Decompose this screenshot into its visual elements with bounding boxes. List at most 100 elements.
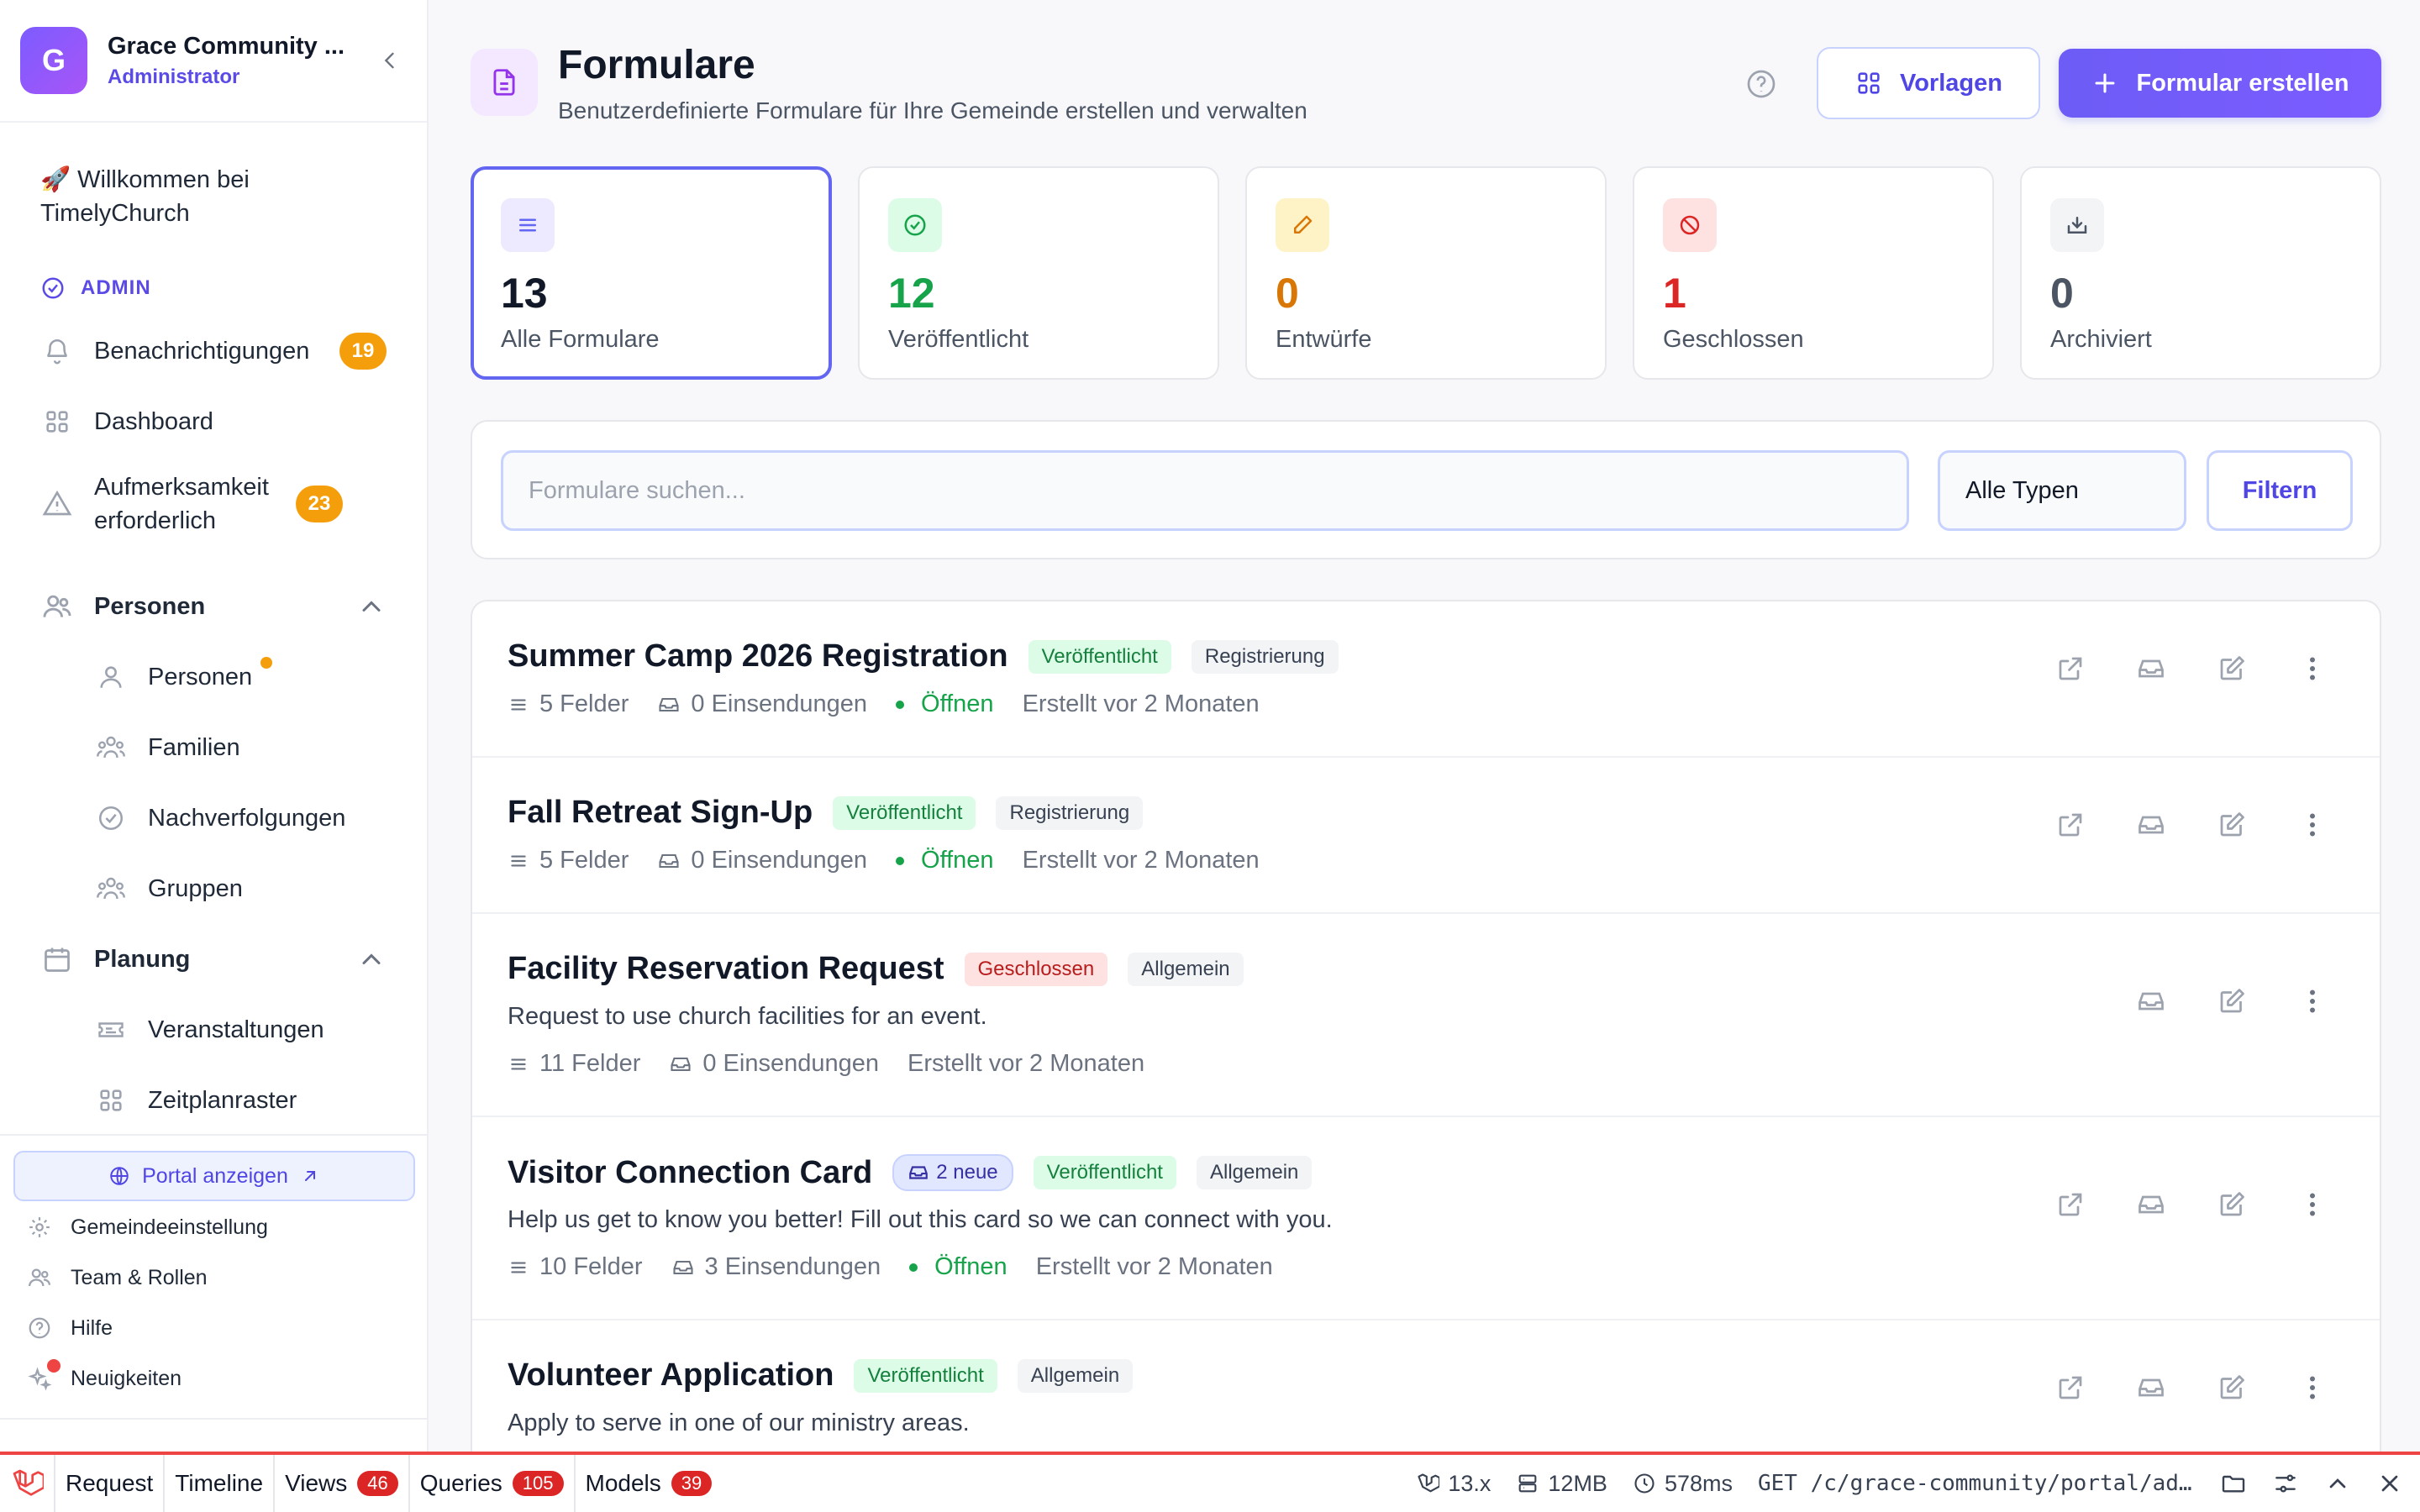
chevron-up-icon[interactable] [356,944,387,974]
stat-published[interactable]: 12 Veröffentlicht [858,166,1219,380]
news-indicator-dot [47,1359,60,1373]
nav-dashboard[interactable]: Dashboard [40,405,387,438]
form-row[interactable]: Facility Reservation Request Geschlossen… [472,914,2380,1117]
open-status: Öffnen [909,1253,1007,1281]
stat-drafts[interactable]: 0 Entwürfe [1245,166,1607,380]
debug-tab-models[interactable]: Models 39 [576,1455,723,1512]
nav-notifications[interactable]: Benachrichtigungen 19 [40,333,387,370]
user-icon [94,660,128,694]
debug-tab-request[interactable]: Request [55,1455,166,1512]
debug-tab-timeline[interactable]: Timeline [165,1455,276,1512]
chevron-up-icon[interactable] [356,591,387,622]
debug-tab-views[interactable]: Views 46 [275,1455,410,1512]
open-status: Öffnen [896,690,994,718]
submissions-count: 0 Einsendungen [657,690,867,718]
edit-icon[interactable] [2215,1188,2249,1221]
stat-closed[interactable]: 1 Geschlossen [1633,166,1994,380]
form-row[interactable]: Visitor Connection Card 2 neue Veröffent… [472,1117,2380,1320]
nav-news[interactable]: Neuigkeiten [27,1359,182,1391]
filter-button[interactable]: Filtern [2207,450,2353,531]
edit-icon[interactable] [2215,984,2249,1018]
type-badge: Registrierung [996,795,1144,830]
more-vertical-icon[interactable] [2296,1188,2329,1221]
nav-followups[interactable]: Nachverfolgungen [94,801,387,835]
inbox-icon[interactable] [2134,984,2168,1018]
more-vertical-icon[interactable] [2296,652,2329,685]
stat-all-forms[interactable]: 13 Alle Formulare [471,166,832,380]
form-title[interactable]: Facility Reservation Request [508,951,944,986]
nav-attention[interactable]: Aufmerksamkeit erforderlich 23 [40,470,387,538]
edit-icon[interactable] [2215,652,2249,685]
type-badge: Allgemein [1128,952,1244,986]
form-title[interactable]: Fall Retreat Sign-Up [508,795,813,830]
form-row[interactable]: Volunteer Application Veröffentlicht All… [472,1320,2380,1452]
org-header[interactable]: G Grace Community ... Administrator [0,0,427,123]
chevron-up-icon[interactable] [2324,1470,2351,1497]
nav-group-planning[interactable]: Planung [40,942,387,976]
form-title[interactable]: Summer Camp 2026 Registration [508,638,1008,674]
users-icon [27,1265,52,1290]
inbox-icon[interactable] [2134,1188,2168,1221]
edit-icon[interactable] [2215,1371,2249,1404]
stat-label: Veröffentlicht [888,326,1029,353]
external-link-icon[interactable] [2054,652,2087,685]
models-count-badge: 39 [671,1471,713,1496]
list-icon [508,1053,529,1075]
edit-icon[interactable] [2215,808,2249,842]
form-title[interactable]: Volunteer Application [508,1357,834,1393]
new-submissions-badge[interactable]: 2 neue [892,1154,1013,1191]
folder-icon[interactable] [2220,1470,2247,1497]
templates-button[interactable]: Vorlagen [1817,47,2040,119]
external-arrow-icon [300,1166,320,1186]
view-portal-button[interactable]: Portal anzeigen [13,1151,415,1201]
page-title: Formulare [558,43,755,87]
page-subtitle: Benutzerdefinierte Formulare für Ihre Ge… [558,97,1307,123]
search-input[interactable] [501,450,1909,531]
nav-families[interactable]: Familien [94,731,387,764]
nav-group-people[interactable]: Personen [40,590,387,623]
nav-people[interactable]: Personen [94,657,387,694]
settings-sliders-icon[interactable] [2272,1470,2299,1497]
more-vertical-icon[interactable] [2296,808,2329,842]
form-row[interactable]: Summer Camp 2026 Registration Veröffentl… [472,601,2380,758]
stat-label: Alle Formulare [501,326,660,353]
more-vertical-icon[interactable] [2296,1371,2329,1404]
inbox-icon[interactable] [2134,652,2168,685]
inbox-icon[interactable] [2134,808,2168,842]
nav-church-settings[interactable]: Gemeindeeinstellung [27,1215,268,1240]
external-link-icon[interactable] [2054,1371,2087,1404]
nav-schedule-grid[interactable]: Zeitplanraster [94,1084,387,1117]
groups-icon [94,872,128,906]
nav-events[interactable]: Veranstaltungen [94,1013,387,1047]
nav-help[interactable]: Hilfe [27,1315,113,1341]
stat-archived[interactable]: 0 Archiviert [2020,166,2381,380]
more-vertical-icon[interactable] [2296,984,2329,1018]
created-date: Erstellt vor 2 Monaten [1022,847,1260,874]
collapse-sidebar-icon[interactable] [373,44,407,77]
external-link-icon[interactable] [2054,808,2087,842]
form-title[interactable]: Visitor Connection Card [508,1154,873,1190]
queries-count-badge: 105 [512,1471,564,1496]
grid-icon [94,1084,128,1117]
list-icon [508,850,529,872]
stat-value: 0 [1276,270,1299,317]
bell-icon [40,334,74,368]
form-row[interactable]: Fall Retreat Sign-Up Veröffentlicht Regi… [472,758,2380,914]
stat-value: 12 [888,270,935,317]
help-icon[interactable] [1744,67,1778,101]
close-icon[interactable] [2376,1470,2403,1497]
type-select[interactable]: Alle Typen [1938,450,2186,531]
nav-groups[interactable]: Gruppen [94,872,387,906]
laravel-logo-icon[interactable] [0,1455,55,1512]
list-icon [508,1257,529,1278]
main-content: Formulare Benutzerdefinierte Formulare f… [429,0,2420,1452]
external-link-icon[interactable] [2054,1188,2087,1221]
inbox-icon[interactable] [2134,1371,2168,1404]
debug-tab-queries[interactable]: Queries 105 [410,1455,576,1512]
nav-team-roles[interactable]: Team & Rollen [27,1265,208,1290]
sidebar: G Grace Community ... Administrator 🚀 Wi… [0,0,429,1452]
create-form-button[interactable]: Formular erstellen [2059,49,2381,118]
status-badge: Veröffentlicht [833,795,976,830]
document-icon [471,49,538,116]
memory-info: 12MB [1516,1471,1607,1497]
